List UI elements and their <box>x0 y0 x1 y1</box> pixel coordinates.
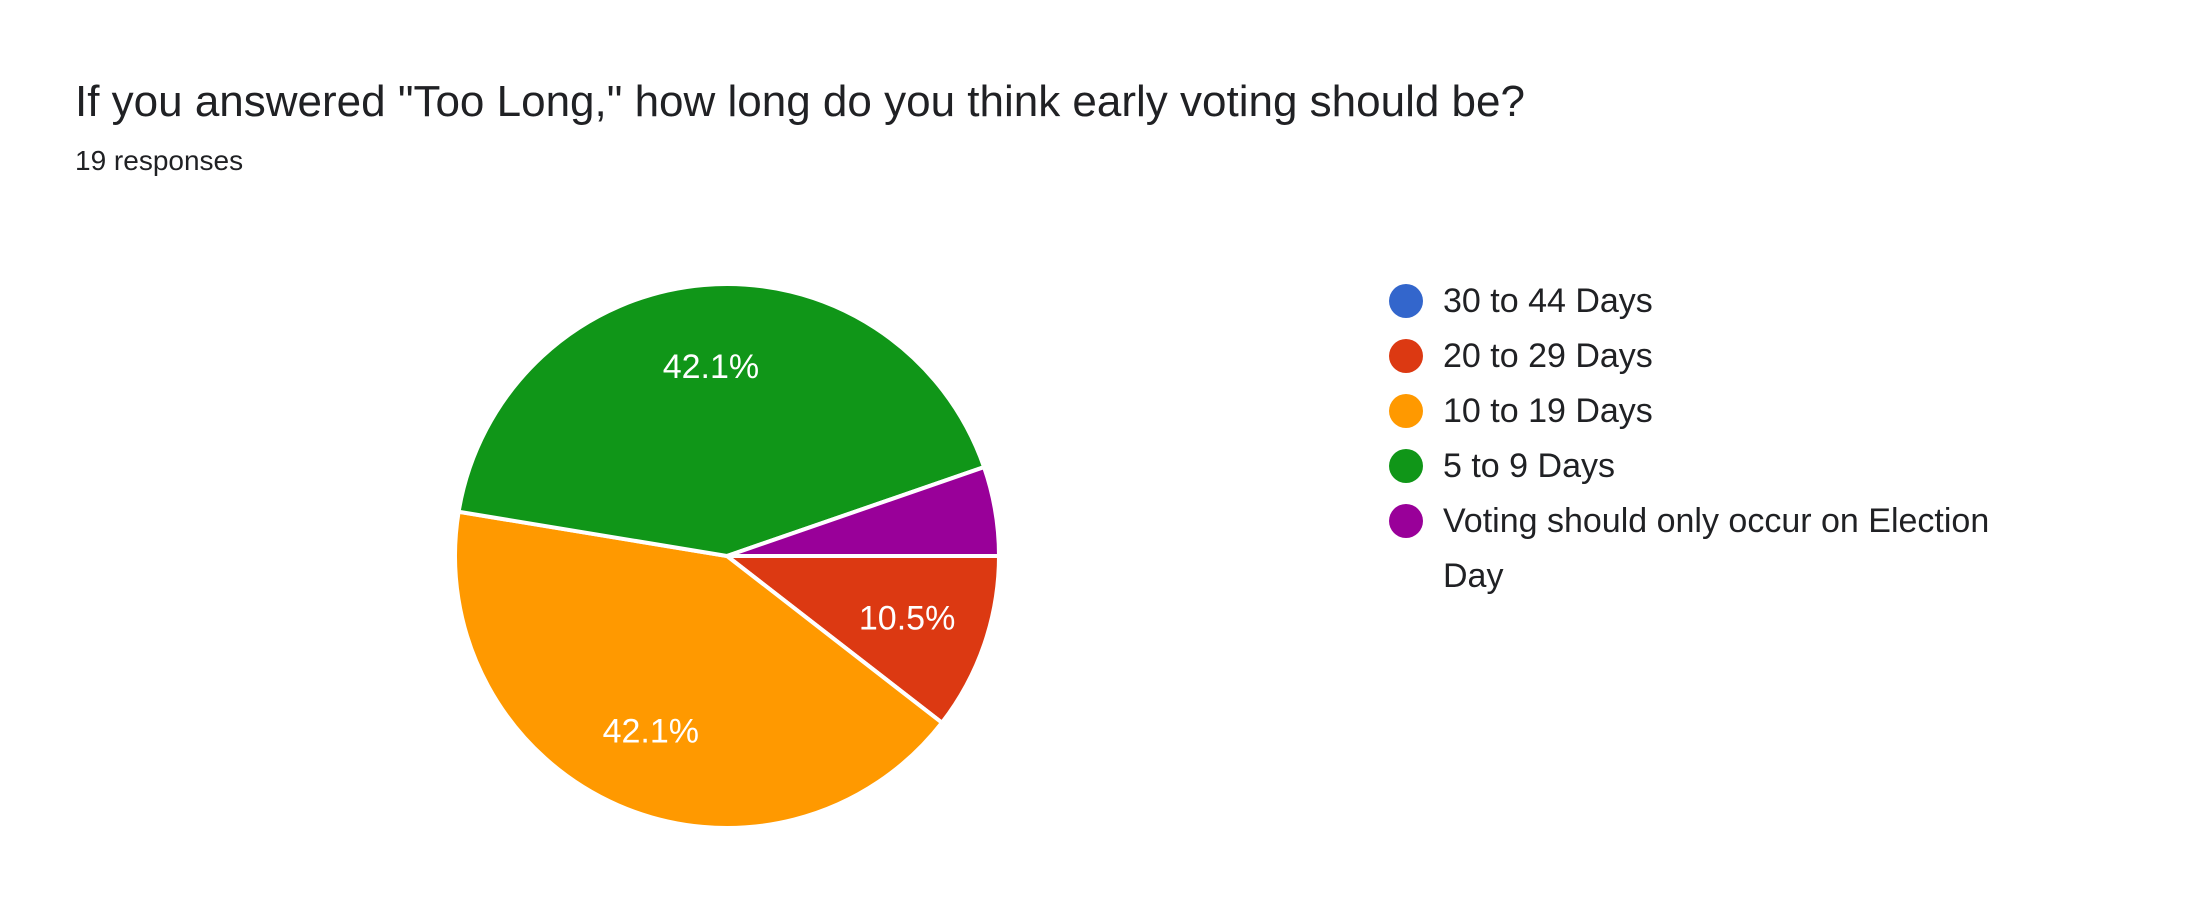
pie-slice <box>453 509 945 830</box>
legend-color-dot <box>1389 339 1423 373</box>
pie-slice-percentage-label: 42.1% <box>663 348 759 386</box>
legend-item: Voting should only occur on Election Day <box>1389 494 2023 604</box>
legend-color-dot <box>1389 449 1423 483</box>
legend-item-label: 30 to 44 Days <box>1443 282 1653 320</box>
legend-color-dot <box>1389 394 1423 428</box>
legend-item: 5 to 9 Days <box>1389 439 2023 494</box>
legend-item: 30 to 44 Days <box>1389 274 2023 329</box>
pie-chart: 10.5% 42.1% 42.1% <box>453 282 1002 830</box>
legend-color-dot <box>1389 504 1423 538</box>
legend-item-label: 5 to 9 Days <box>1443 447 1615 485</box>
pie-slice-percentage-label: 42.1% <box>603 712 699 750</box>
legend-item-label: Voting should only occur on Election Day <box>1443 502 1990 595</box>
legend-item: 20 to 29 Days <box>1389 329 2023 384</box>
pie-slice <box>721 554 1002 726</box>
pie-slice <box>726 464 1002 558</box>
legend-color-dot <box>1389 284 1423 318</box>
legend-item: 10 to 19 Days <box>1389 384 2023 439</box>
pie-slice <box>456 282 987 559</box>
pie-slice-percentage-label: 10.5% <box>859 600 955 638</box>
chart-legend: 30 to 44 Days 20 to 29 Days 10 to 19 Days 5… <box>1389 274 2023 604</box>
legend-item-label: 20 to 29 Days <box>1443 337 1653 375</box>
question-title: If you answered "Too Long," how long do … <box>75 77 1525 126</box>
response-count: 19 responses <box>75 145 244 176</box>
legend-item-label: 10 to 19 Days <box>1443 392 1653 430</box>
